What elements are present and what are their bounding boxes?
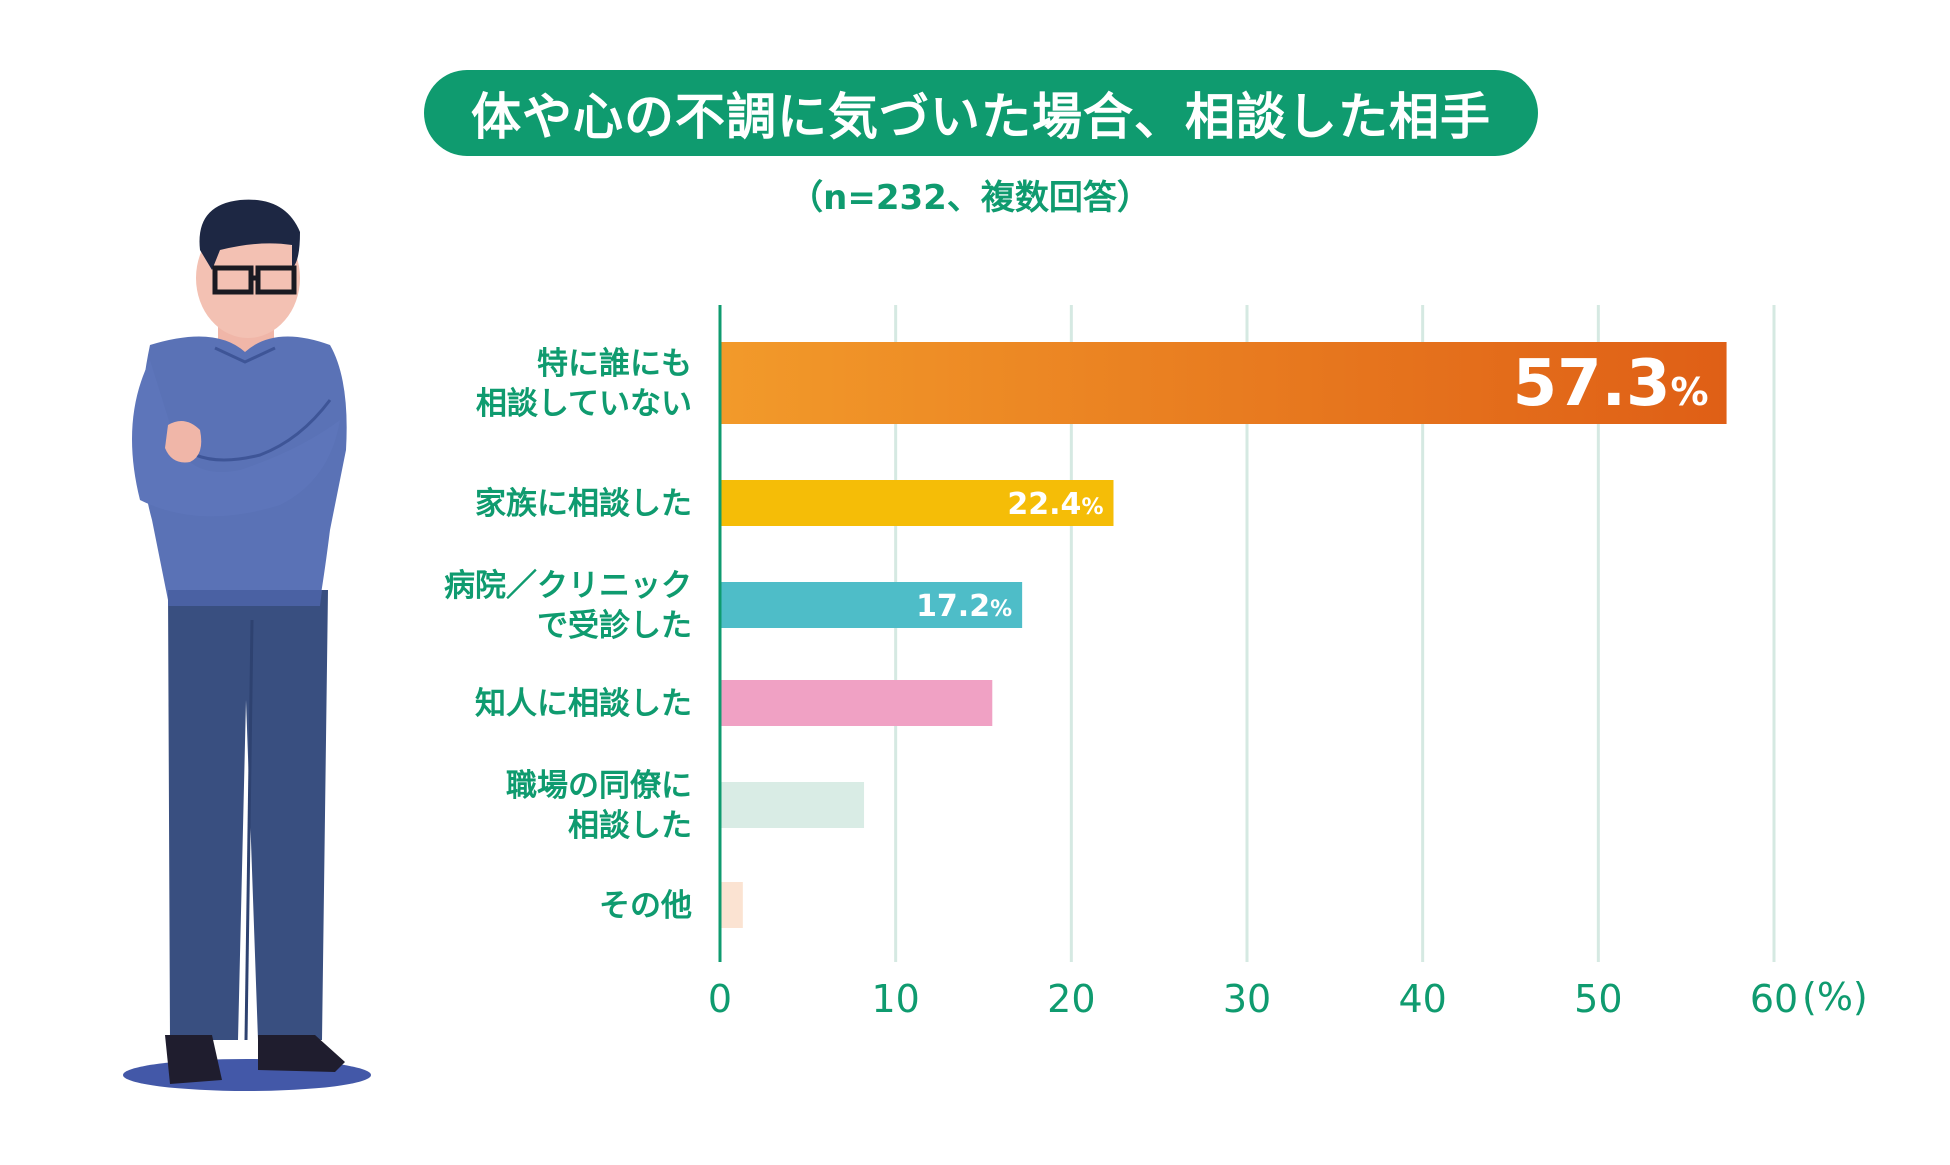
x-tick-label: 0: [708, 977, 732, 1021]
category-label: 相談していない: [476, 386, 692, 422]
x-tick-label: 50: [1574, 977, 1622, 1021]
chart-subtitle: （n=232、複数回答）: [789, 178, 1151, 218]
value-label: 17.2%: [916, 589, 1012, 624]
bar: [720, 882, 743, 928]
x-tick-label: 10: [871, 977, 919, 1021]
person-illustration: [123, 199, 371, 1091]
x-tick-label: 40: [1398, 977, 1446, 1021]
x-tick-label: 60: [1750, 977, 1798, 1021]
category-label: で受診した: [537, 608, 692, 644]
category-label: 相談した: [568, 808, 692, 844]
category-label: 知人に相談した: [475, 686, 692, 722]
value-label: 57.3%: [1513, 347, 1709, 421]
x-unit-label: (%): [1802, 975, 1868, 1019]
category-label: その他: [599, 888, 692, 924]
category-label: 職場の同僚に: [506, 768, 692, 804]
bar: [720, 782, 865, 828]
category-label: 家族に相談した: [475, 486, 692, 522]
chart-title: 体や心の不調に気づいた場合、相談した相手: [424, 70, 1538, 156]
bar: [720, 480, 1114, 526]
x-tick-label: 30: [1223, 977, 1271, 1021]
bar: [720, 680, 993, 726]
category-label: 特に誰にも: [537, 346, 692, 382]
value-label: 22.4%: [1007, 487, 1103, 522]
x-tick-label: 20: [1047, 977, 1095, 1021]
category-label: 病院／クリニック: [444, 568, 692, 604]
bar: [720, 582, 1023, 628]
bar: [720, 342, 1727, 424]
